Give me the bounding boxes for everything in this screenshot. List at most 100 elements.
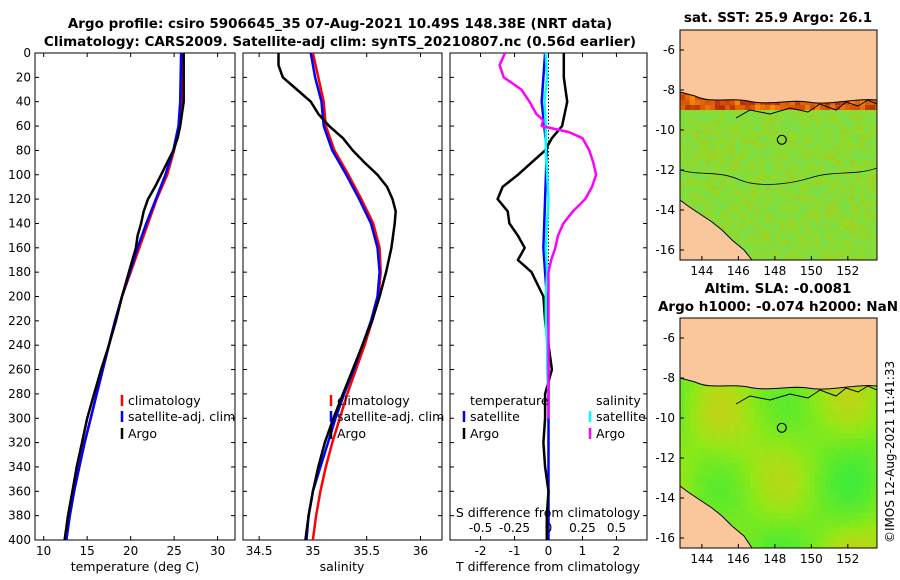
map-cell bbox=[725, 393, 731, 399]
map-cell bbox=[855, 245, 861, 251]
map-cell bbox=[840, 115, 846, 121]
map-cell bbox=[830, 180, 836, 186]
map-cell bbox=[810, 513, 816, 519]
map-cell bbox=[690, 408, 696, 414]
map-cell bbox=[760, 235, 766, 241]
map-cell bbox=[710, 115, 716, 121]
map-cell bbox=[800, 438, 806, 444]
map-cell bbox=[695, 393, 701, 399]
map-cell bbox=[875, 100, 877, 106]
map-cell bbox=[790, 110, 796, 116]
map-cell bbox=[840, 453, 846, 459]
map-cell bbox=[735, 483, 741, 489]
map-cell bbox=[710, 488, 716, 494]
map-cell bbox=[855, 205, 861, 211]
map-cell bbox=[790, 528, 796, 534]
map-cell bbox=[820, 433, 826, 439]
map-cell bbox=[745, 105, 751, 111]
x-tick-label: 10 bbox=[36, 544, 51, 558]
map-cell bbox=[780, 155, 786, 161]
map-cell bbox=[785, 170, 791, 176]
map-cell bbox=[845, 200, 851, 206]
map-cell bbox=[795, 498, 801, 504]
map-cell bbox=[790, 185, 796, 191]
map-cell bbox=[815, 403, 821, 409]
map-cell bbox=[840, 413, 846, 419]
map-cell bbox=[860, 503, 866, 509]
map-cell bbox=[810, 245, 816, 251]
map-cell bbox=[770, 250, 776, 256]
map-cell bbox=[855, 180, 861, 186]
map-cell bbox=[685, 483, 691, 489]
map-cell bbox=[765, 503, 771, 509]
map-cell bbox=[865, 408, 871, 414]
map-cell bbox=[795, 140, 801, 146]
map-cell bbox=[875, 523, 877, 529]
map-cell bbox=[850, 245, 856, 251]
map-cell bbox=[685, 458, 691, 464]
map-cell bbox=[735, 523, 741, 529]
map-cell bbox=[705, 453, 711, 459]
map-cell bbox=[855, 170, 861, 176]
map-cell bbox=[730, 408, 736, 414]
map-cell bbox=[810, 418, 816, 424]
map-cell bbox=[730, 493, 736, 499]
map-cell bbox=[680, 398, 686, 404]
map-cell bbox=[815, 443, 821, 449]
map-cell bbox=[830, 438, 836, 444]
map-cell bbox=[750, 215, 756, 221]
map-cell bbox=[870, 215, 876, 221]
map-cell bbox=[700, 443, 706, 449]
map-cell bbox=[875, 220, 877, 226]
map-cell bbox=[735, 165, 741, 171]
map-cell bbox=[835, 140, 841, 146]
map-cell bbox=[700, 423, 706, 429]
map-cell bbox=[780, 250, 786, 256]
map-cell bbox=[835, 195, 841, 201]
map-cell bbox=[870, 130, 876, 136]
map-cell bbox=[680, 155, 686, 161]
map-cell bbox=[800, 100, 806, 106]
map-y-tick-label: -14 bbox=[655, 203, 675, 217]
map-cell bbox=[790, 408, 796, 414]
map-cell bbox=[705, 448, 711, 454]
map-cell bbox=[825, 135, 831, 141]
map-cell bbox=[855, 160, 861, 166]
map-cell bbox=[870, 220, 876, 226]
map-cell bbox=[870, 145, 876, 151]
map-cell bbox=[750, 110, 756, 116]
map-cell bbox=[785, 533, 791, 539]
map-cell bbox=[790, 215, 796, 221]
map-cell bbox=[785, 230, 791, 236]
map-cell bbox=[775, 398, 781, 404]
map-cell bbox=[725, 160, 731, 166]
map-cell bbox=[710, 205, 716, 211]
map-cell bbox=[725, 443, 731, 449]
map-cell bbox=[705, 145, 711, 151]
map-cell bbox=[850, 433, 856, 439]
map-cell bbox=[725, 180, 731, 186]
map-cell bbox=[700, 185, 706, 191]
map-cell bbox=[855, 140, 861, 146]
map-cell bbox=[700, 130, 706, 136]
map-cell bbox=[870, 423, 876, 429]
map-cell bbox=[820, 170, 826, 176]
map-cell bbox=[685, 160, 691, 166]
map-cell bbox=[730, 165, 736, 171]
map-cell bbox=[730, 180, 736, 186]
temperature-legend: climatology satellite-adj. clim Argo bbox=[120, 393, 235, 441]
map-cell bbox=[815, 428, 821, 434]
map-cell bbox=[815, 190, 821, 196]
map-cell bbox=[755, 443, 761, 449]
map-cell bbox=[795, 453, 801, 459]
map-cell bbox=[775, 190, 781, 196]
map-cell bbox=[775, 413, 781, 419]
map-cell bbox=[765, 398, 771, 404]
map-cell bbox=[700, 170, 706, 176]
map-cell bbox=[695, 185, 701, 191]
map-cell bbox=[830, 245, 836, 251]
map-cell bbox=[750, 205, 756, 211]
sst-map-ticks: 144 146 148 150 152-6-8-10-12-14-16 bbox=[655, 43, 859, 278]
map-cell bbox=[715, 200, 721, 206]
map-cell bbox=[725, 458, 731, 464]
